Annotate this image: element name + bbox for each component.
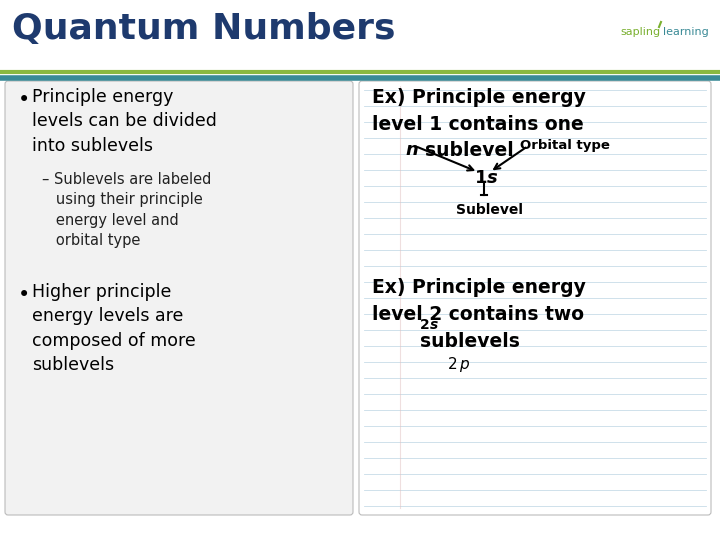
- Text: learning: learning: [663, 27, 708, 37]
- Text: sublevels: sublevels: [420, 332, 520, 351]
- Text: sublevel: sublevel: [425, 141, 514, 160]
- Text: Sublevel: Sublevel: [456, 203, 523, 217]
- Text: sapling: sapling: [620, 27, 660, 37]
- Text: Ex) Principle energy: Ex) Principle energy: [372, 278, 586, 297]
- Text: 2: 2: [448, 357, 458, 372]
- Text: •: •: [18, 90, 30, 110]
- FancyBboxPatch shape: [5, 81, 353, 515]
- Text: s: s: [430, 318, 438, 332]
- Text: – Sublevels are labeled
   using their principle
   energy level and
   orbital : – Sublevels are labeled using their prin…: [42, 172, 212, 248]
- Text: •: •: [18, 285, 30, 305]
- Text: Higher principle
energy levels are
composed of more
sublevels: Higher principle energy levels are compo…: [32, 283, 196, 374]
- Text: Orbital type: Orbital type: [520, 139, 610, 152]
- Text: n: n: [405, 141, 418, 159]
- Text: 2: 2: [420, 318, 430, 332]
- Text: level 1 contains one: level 1 contains one: [372, 115, 584, 134]
- Text: s: s: [487, 169, 498, 187]
- Text: Principle energy
levels can be divided
into sublevels: Principle energy levels can be divided i…: [32, 88, 217, 154]
- Text: Quantum Numbers: Quantum Numbers: [12, 12, 395, 46]
- Text: p: p: [459, 357, 469, 372]
- Text: Ex) Principle energy: Ex) Principle energy: [372, 88, 586, 107]
- FancyBboxPatch shape: [359, 81, 711, 515]
- Text: 1: 1: [475, 169, 487, 187]
- Text: level 2 contains two: level 2 contains two: [372, 305, 584, 324]
